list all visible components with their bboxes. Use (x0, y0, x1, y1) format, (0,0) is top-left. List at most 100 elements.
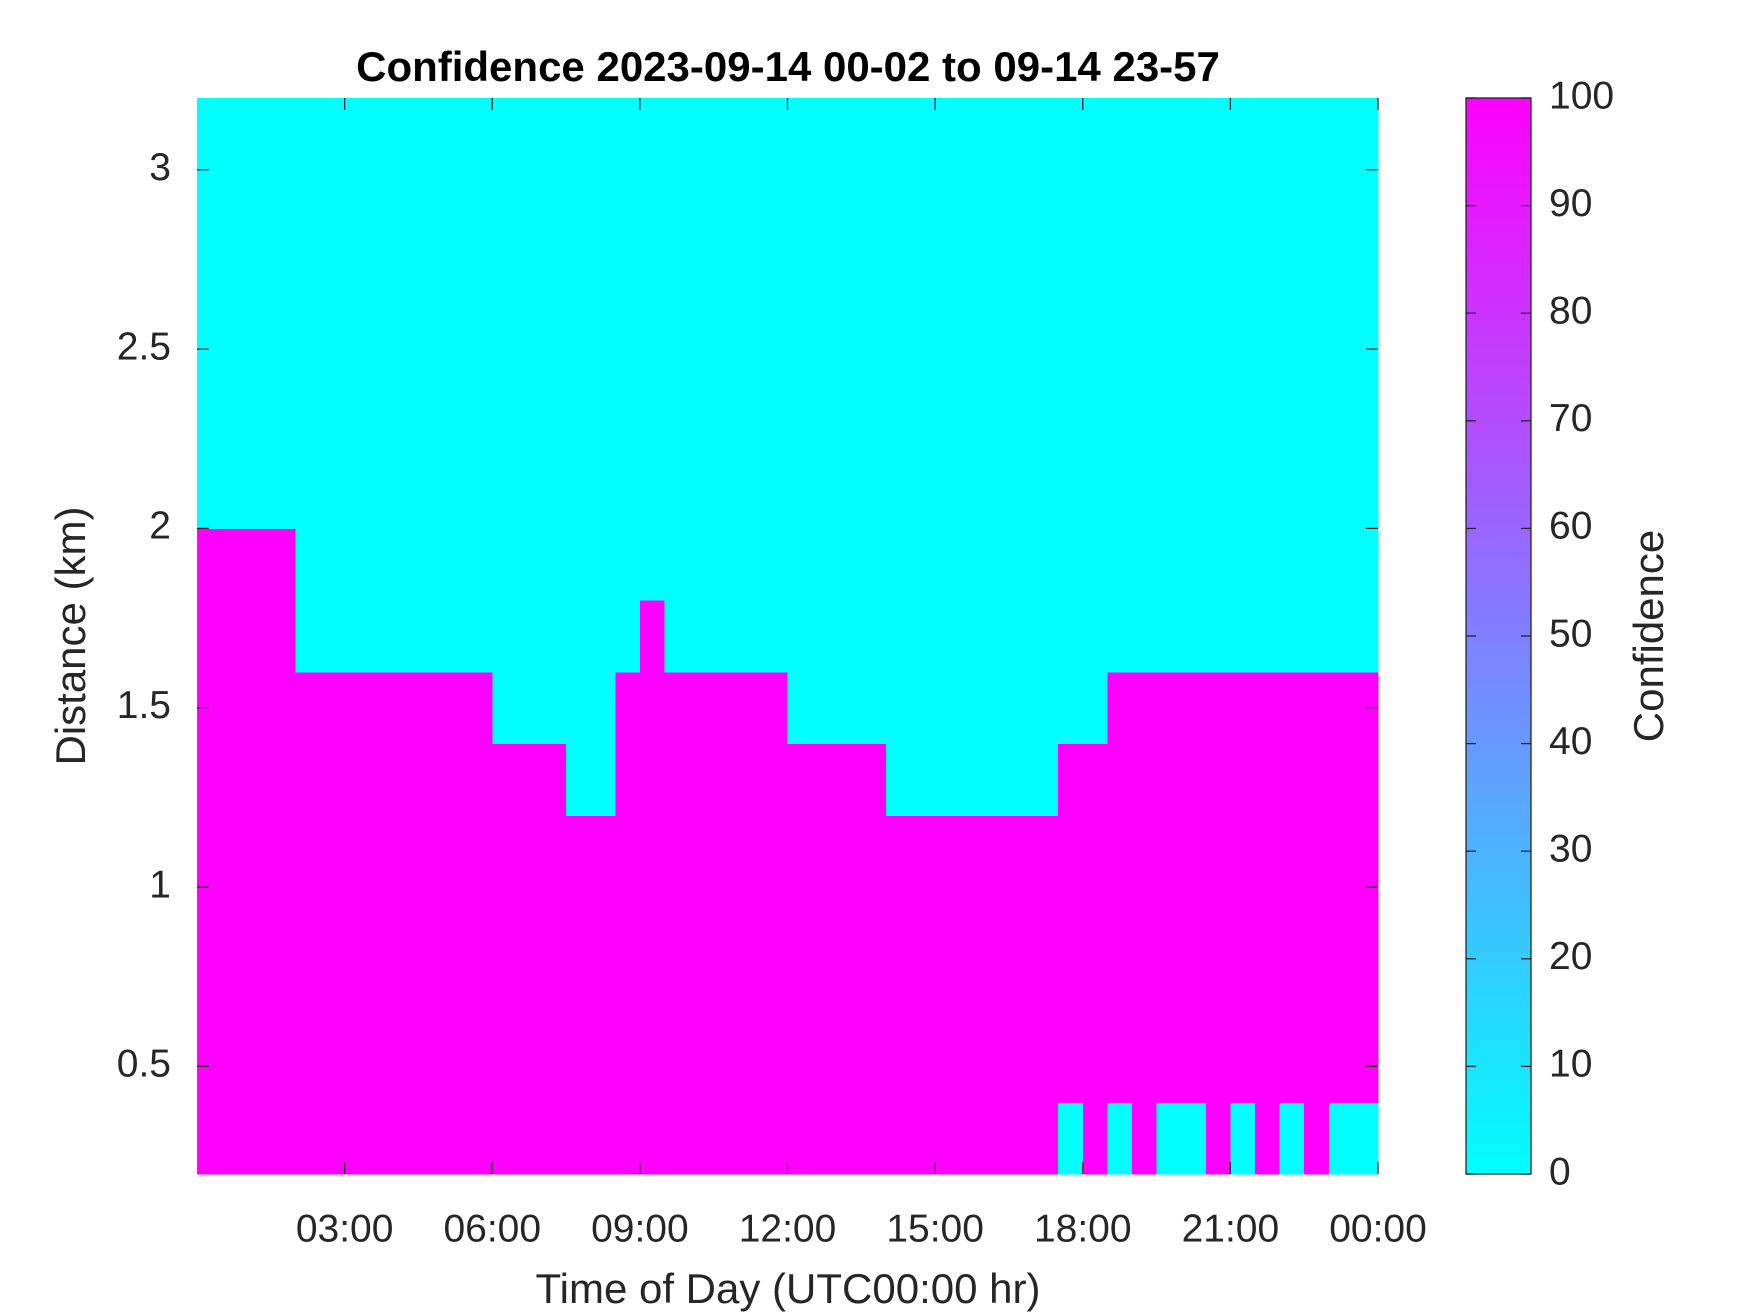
heatmap-cell (467, 887, 493, 960)
heatmap-cell (246, 528, 272, 601)
heatmap-cell (1181, 313, 1207, 386)
heatmap-cell (1058, 815, 1084, 888)
heatmap-cell (689, 671, 715, 745)
heatmap-cell (1082, 671, 1108, 745)
heatmap-cell (541, 815, 567, 888)
heatmap-cell (270, 169, 297, 243)
heatmap-cell (1304, 600, 1330, 673)
heatmap-cell (664, 1102, 690, 1175)
heatmap-cell (492, 169, 518, 243)
heatmap-cell (246, 600, 272, 673)
heatmap-cell (1353, 815, 1379, 888)
heatmap-cell (1107, 887, 1133, 960)
heatmap-cell (1156, 743, 1182, 816)
heatmap-cell (443, 600, 469, 673)
heatmap-cell (984, 815, 1010, 888)
heatmap-cell (295, 528, 321, 601)
heatmap-cell (1181, 671, 1207, 745)
heatmap-cell (1230, 313, 1256, 386)
colorbar-label: Confidence (1625, 530, 1672, 742)
heatmap-cell (1304, 815, 1330, 888)
heatmap-cell (689, 456, 715, 529)
heatmap-cell (639, 1102, 666, 1175)
heatmap-cell (1328, 600, 1354, 673)
heatmap-cell (1279, 1102, 1305, 1175)
heatmap-cell (935, 528, 961, 601)
heatmap-cell (270, 528, 297, 601)
heatmap-cell (1107, 1030, 1133, 1103)
heatmap-cell (270, 815, 297, 888)
heatmap-cell (1131, 815, 1158, 888)
heatmap-cell (787, 1030, 813, 1103)
heatmap-cell (959, 671, 985, 745)
heatmap-cell (369, 528, 395, 601)
heatmap-cell (467, 1102, 493, 1175)
heatmap-cell (1156, 600, 1182, 673)
heatmap-cell (1008, 671, 1035, 745)
heatmap-cell (910, 958, 936, 1032)
heatmap-cell (369, 743, 395, 816)
heatmap-cell (369, 384, 395, 458)
heatmap-cell (1353, 743, 1379, 816)
heatmap-cell (566, 241, 592, 314)
heatmap-cell (344, 384, 370, 458)
heatmap-cell (1328, 241, 1354, 314)
heatmap-cell (836, 169, 862, 243)
heatmap-cell (197, 456, 223, 529)
heatmap-cell (418, 958, 444, 1032)
heatmap-cell (1107, 528, 1133, 601)
heatmap-cell (812, 887, 838, 960)
heatmap-cell (1205, 887, 1231, 960)
heatmap-cell (861, 98, 887, 171)
heatmap-cell (836, 887, 862, 960)
heatmap-cell (246, 384, 272, 458)
heatmap-cell (1328, 743, 1354, 816)
heatmap-cell (1279, 671, 1305, 745)
heatmap-cell (861, 600, 887, 673)
heatmap-cell (1353, 958, 1379, 1032)
heatmap-cell (1082, 169, 1108, 243)
heatmap-cell (1033, 456, 1059, 529)
heatmap-cell (197, 815, 223, 888)
heatmap-cell (246, 1102, 272, 1175)
heatmap-cell (861, 1030, 887, 1103)
heatmap-cell (221, 958, 247, 1032)
heatmap-cell (615, 456, 641, 529)
heatmap-cell (393, 600, 420, 673)
heatmap-cell (590, 313, 616, 386)
heatmap-cell (246, 98, 272, 171)
heatmap-cell (664, 313, 690, 386)
heatmap-cell (221, 313, 247, 386)
heatmap-cell (738, 456, 764, 529)
heatmap-cell (812, 600, 838, 673)
heatmap-cell (1328, 1030, 1354, 1103)
heatmap-cell (1279, 815, 1305, 888)
heatmap-cell (320, 1102, 346, 1175)
heatmap-cell (639, 815, 666, 888)
heatmap-cell (320, 456, 346, 529)
heatmap-cell (418, 1102, 444, 1175)
heatmap-cell (393, 815, 420, 888)
y-tick-label: 1.5 (117, 684, 171, 727)
heatmap-cell (566, 384, 592, 458)
heatmap-cell (762, 958, 789, 1032)
heatmap-cell (221, 600, 247, 673)
heatmap-cell (393, 743, 420, 816)
colorbar-tick-label: 70 (1549, 397, 1592, 440)
heatmap-cell (246, 743, 272, 816)
heatmap-cell (885, 169, 912, 243)
heatmap-cell (295, 241, 321, 314)
heatmap-cell (689, 1030, 715, 1103)
heatmap-cell (910, 815, 936, 888)
heatmap-cell (1033, 600, 1059, 673)
heatmap-cell (762, 313, 789, 386)
heatmap-cell (1254, 98, 1281, 171)
heatmap-cell (467, 384, 493, 458)
heatmap-cell (1082, 600, 1108, 673)
colorbar (1465, 97, 1532, 1175)
heatmap-cell (959, 1102, 985, 1175)
heatmap-cell (590, 1030, 616, 1103)
colorbar-tick-label: 20 (1549, 935, 1592, 978)
heatmap-cell (443, 743, 469, 816)
heatmap-cell (1156, 169, 1182, 243)
